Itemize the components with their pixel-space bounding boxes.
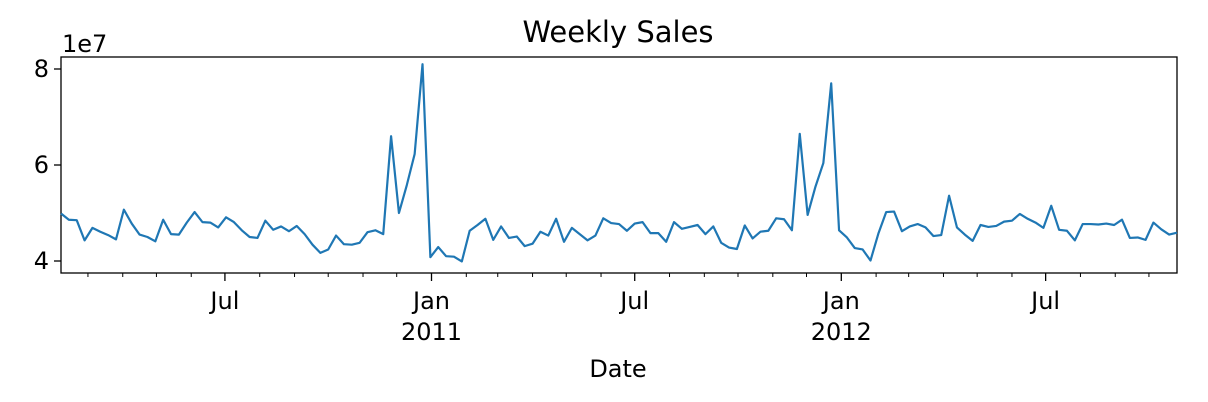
x-axis-label: Date [589, 355, 646, 383]
plot-frame [60, 56, 1178, 274]
x-axis: Jul Jan 2011 Jul Jan 2012 Jul [87, 273, 1150, 346]
series-line [60, 63, 1178, 263]
plot-area: 4 6 8 Jul Jan 2011 Jul Jan 2012 Jul [34, 55, 1178, 346]
x-tick-label: Jul [208, 287, 239, 315]
y-axis: 4 6 8 [34, 55, 61, 275]
x-tick-label: Jan [821, 287, 860, 315]
x-tick-label: Jan [411, 287, 450, 315]
y-tick-label: 4 [34, 247, 49, 275]
x-tick-year-label: 2012 [811, 318, 872, 346]
x-tick-label: Jul [1029, 287, 1060, 315]
x-tick-label: Jul [618, 287, 649, 315]
y-offset-label: 1e7 [62, 30, 107, 58]
x-tick-year-label: 2011 [401, 318, 462, 346]
y-tick-label: 6 [34, 151, 49, 179]
y-tick-label: 8 [34, 55, 49, 83]
chart-title: Weekly Sales [522, 15, 713, 49]
